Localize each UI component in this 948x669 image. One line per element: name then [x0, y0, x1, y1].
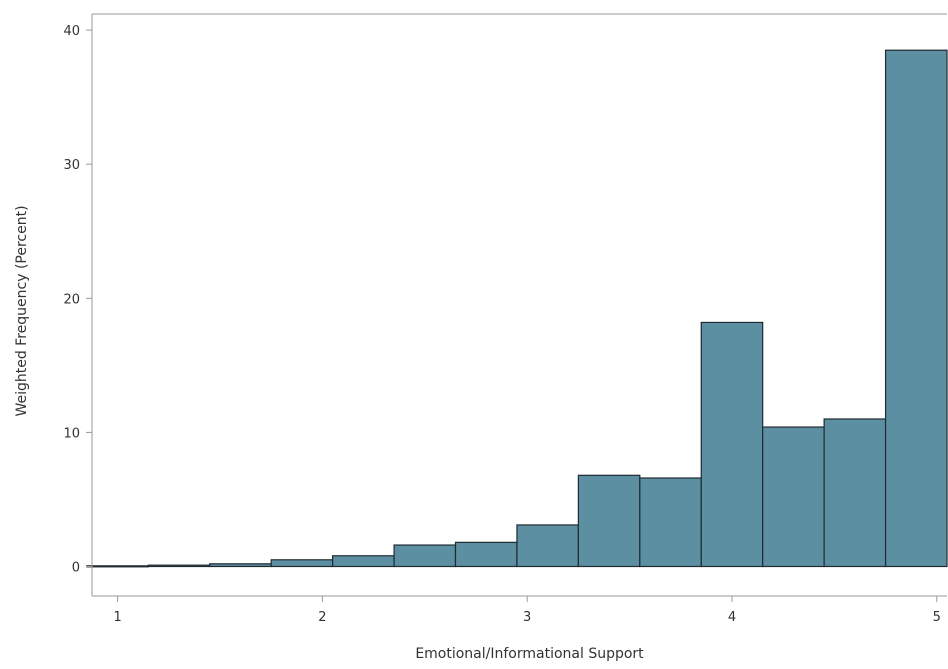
histogram-bar-3 [209, 563, 272, 568]
bars-group [86, 49, 948, 568]
histogram-bar-7 [454, 541, 518, 568]
histogram-bar-6 [393, 544, 457, 568]
y-tick-label: 40 [63, 24, 80, 39]
y-tick-label: 20 [63, 292, 80, 307]
histogram-bar-10 [639, 477, 702, 568]
histogram-bar-11 [700, 321, 764, 568]
histogram-bar-5 [332, 555, 395, 568]
histogram-bar-2 [147, 564, 211, 568]
histogram-bar-14 [884, 49, 948, 568]
x-tick-label: 3 [523, 610, 531, 625]
y-axis-ticks: 0 10 20 30 40 [63, 24, 92, 575]
y-tick-label: 30 [63, 158, 80, 173]
y-axis-title: Weighted Frequency (Percent) [14, 205, 30, 416]
x-tick-label: 2 [318, 610, 326, 625]
histogram-bar-4 [270, 559, 334, 568]
histogram-bar-13 [823, 418, 887, 568]
y-tick-label: 10 [63, 426, 80, 441]
x-tick-label: 4 [728, 610, 736, 625]
x-axis-ticks: 1 2 3 4 5 [113, 596, 941, 625]
x-axis-title: Emotional/Informational Support [415, 646, 644, 662]
x-tick-label: 5 [933, 610, 941, 625]
x-tick-label: 1 [113, 610, 121, 625]
histogram-bar-1 [86, 565, 149, 568]
histogram-bar-9 [577, 474, 641, 568]
histogram-bar-8 [516, 524, 579, 568]
y-tick-label: 0 [72, 560, 80, 575]
histogram-bar-12 [762, 426, 825, 568]
